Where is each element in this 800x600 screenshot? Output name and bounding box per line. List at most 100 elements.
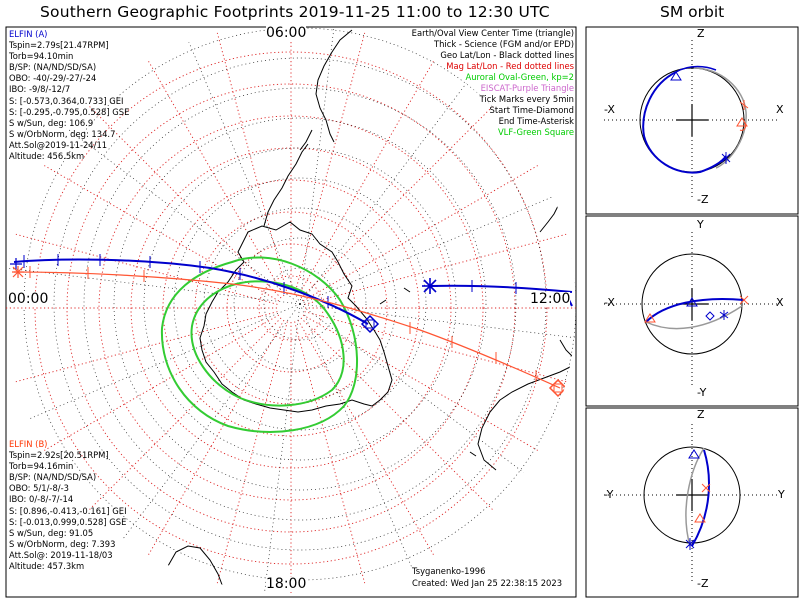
elfin-b-path	[13, 271, 561, 389]
africa-tip	[167, 545, 225, 591]
mlt-label-right: 12:00	[530, 291, 571, 307]
mag-lon-line	[6, 311, 278, 387]
mag-lat-circle	[98, 115, 484, 501]
mlt-label-top: 06:00	[266, 25, 307, 41]
elfin-a-torb: Torb=94.10min	[9, 51, 74, 62]
mlt-label-bottom: 18:00	[266, 576, 307, 592]
geo-lat-circle	[173, 177, 427, 431]
sm1-right-label: X	[776, 103, 784, 116]
elfin-a-bsp: B/SP: (NA/ND/SD/SA)	[9, 62, 97, 73]
mag-lon-line	[294, 27, 370, 295]
sm1-left-label: -X	[604, 103, 615, 116]
elfin-b-torb: Torb=94.16min	[9, 461, 74, 472]
legend-item: End Time-Asterisk	[498, 116, 574, 126]
legend-item: Earth/Oval View Center Time (triangle)	[411, 28, 574, 38]
mag-grid	[6, 27, 576, 593]
mag-lon-line	[140, 319, 285, 569]
auroral-oval	[160, 256, 359, 433]
model-label: Tsyganenko-1996	[412, 566, 486, 576]
elfin-a-start-diamond	[360, 314, 380, 334]
elfin-a-tspin: Tspin=2.79s[21.47RPM]	[9, 40, 109, 51]
geo-lat-circle	[203, 207, 397, 401]
legend-item: Mag Lat/Lon - Red dotted lines	[446, 61, 574, 71]
antarctic-peninsula	[263, 143, 309, 227]
auroral-oval-inner	[190, 280, 345, 407]
elfin-b-s-sun: S w/Sun, deg: 91.05	[9, 527, 94, 538]
elfin-a-s-gse: S: [-0.295,-0.795,0.528] GSE	[9, 106, 130, 117]
mag-lon-line	[140, 47, 285, 297]
plot-title: Southern Geographic Footprints 2019-11-2…	[40, 3, 550, 21]
legend-item: Start Time-Diamond	[489, 105, 574, 115]
elfin-b-tspin: Tspin=2.92s[20.51RPM]	[9, 450, 109, 461]
elfin-a-info: ELFIN (A) Tspin=2.79s[21.47RPM] Torb=94.…	[9, 29, 129, 162]
islands	[379, 287, 477, 457]
auroral-oval-outer	[160, 256, 359, 433]
mag-lon-line	[30, 157, 280, 302]
elfin-a-path	[13, 258, 369, 325]
sm1-top-label: Z	[697, 27, 705, 40]
elfin-a-ticks	[23, 254, 517, 308]
elfin-a-path-right	[429, 284, 573, 293]
geo-lon-line	[119, 303, 301, 544]
mag-lon-line	[212, 321, 288, 593]
geo-lon-line	[263, 303, 301, 593]
legend-item: Tick Marks every 5min	[479, 94, 574, 104]
south-america-outline	[299, 29, 353, 151]
elfin-a-label: ELFIN (A)	[9, 29, 48, 39]
geo-lat-circle	[113, 117, 487, 491]
sm2-bottom-label: -Y	[697, 386, 707, 399]
sm-panel-xz-frame	[585, 26, 799, 215]
mag-lat-circle	[162, 179, 420, 437]
created-label: Created: Wed Jan 25 22:38:15 2023	[412, 578, 563, 588]
elfin-a-altitude: Altitude: 456.5km	[9, 151, 85, 162]
sm-panel-yz	[604, 424, 780, 582]
sm3-bottom-label: -Z	[697, 577, 709, 590]
sm-orbit-title: SM orbit	[660, 3, 725, 21]
mag-lon-line	[297, 319, 442, 569]
elfin-a-start-square	[365, 319, 375, 329]
continents	[167, 29, 573, 591]
new-zealand-outline	[539, 205, 559, 233]
geo-lat-circle	[143, 147, 457, 461]
sm-panel-xy	[604, 232, 780, 386]
sm-panel-xz	[604, 40, 780, 198]
legend-item: Auroral Oval-Green, kp=2	[465, 72, 574, 82]
elfin-b-s-gse: S: [-0.013,0.999,0.528] GSE	[9, 516, 127, 527]
elfin-b-bsp: B/SP: (NA/ND/SD/SA)	[9, 472, 97, 483]
legend-item: Thick - Science (FGM and/or EPD)	[433, 39, 574, 49]
sm1-bottom-label: -Z	[697, 193, 709, 206]
elfin-b-track	[13, 271, 561, 389]
geo-lon-line	[299, 27, 337, 305]
elfin-b-info: ELFIN (B) Tspin=2.92s[20.51RPM] Torb=94.…	[9, 439, 127, 572]
elfin-a-s-sun: S w/Sun, deg: 106.9	[9, 117, 94, 128]
mag-lat-circle	[66, 83, 516, 533]
elfin-b-s-gei: S: [0.896,-0.413,-0.161] GEI	[9, 505, 127, 516]
geo-lat-circle	[83, 87, 517, 521]
geo-lon-line	[299, 303, 418, 581]
sm3-left-label: -Y	[604, 488, 614, 501]
elfin-a-obo: OBO: -40/-29/-27/-24	[9, 73, 97, 84]
australia-outline	[477, 339, 573, 471]
sm-panels	[585, 26, 799, 598]
elfin-a-attsol: Att.Sol@2019-11-24/11	[9, 139, 108, 150]
mag-lon-line	[302, 157, 552, 302]
elfin-a-s-orbnorm: S w/OrbNorm, deg: 134.7	[9, 128, 116, 139]
geo-lat-circle	[233, 237, 367, 371]
elfin-b-obo: OBO: 5/1/-8/-3	[9, 483, 69, 494]
mlt-label-left: 00:00	[8, 291, 49, 307]
elfin-b-ticks	[29, 266, 537, 382]
mag-lon-line	[300, 317, 504, 521]
elfin-a-ibo: IBO: -9/8/-12/7	[9, 84, 71, 95]
elfin-a-track	[13, 258, 573, 325]
sm2-left-label: -X	[604, 296, 615, 309]
sm-panel-xy-frame	[585, 215, 799, 407]
antarctica-outline	[199, 221, 393, 413]
elfin-a-s-gei: S: [-0.573,0.364,0.733] GEI	[9, 95, 124, 106]
elfin-b-end-square	[553, 383, 563, 393]
sm-panel-yz-frame	[585, 407, 799, 598]
elfin-b-label: ELFIN (B)	[9, 439, 48, 449]
mag-lat-circle	[194, 211, 388, 405]
elfin-b-end-diamond	[548, 378, 568, 398]
elfin-b-start-asterisk	[12, 266, 24, 278]
mag-lat-circle	[34, 51, 548, 565]
